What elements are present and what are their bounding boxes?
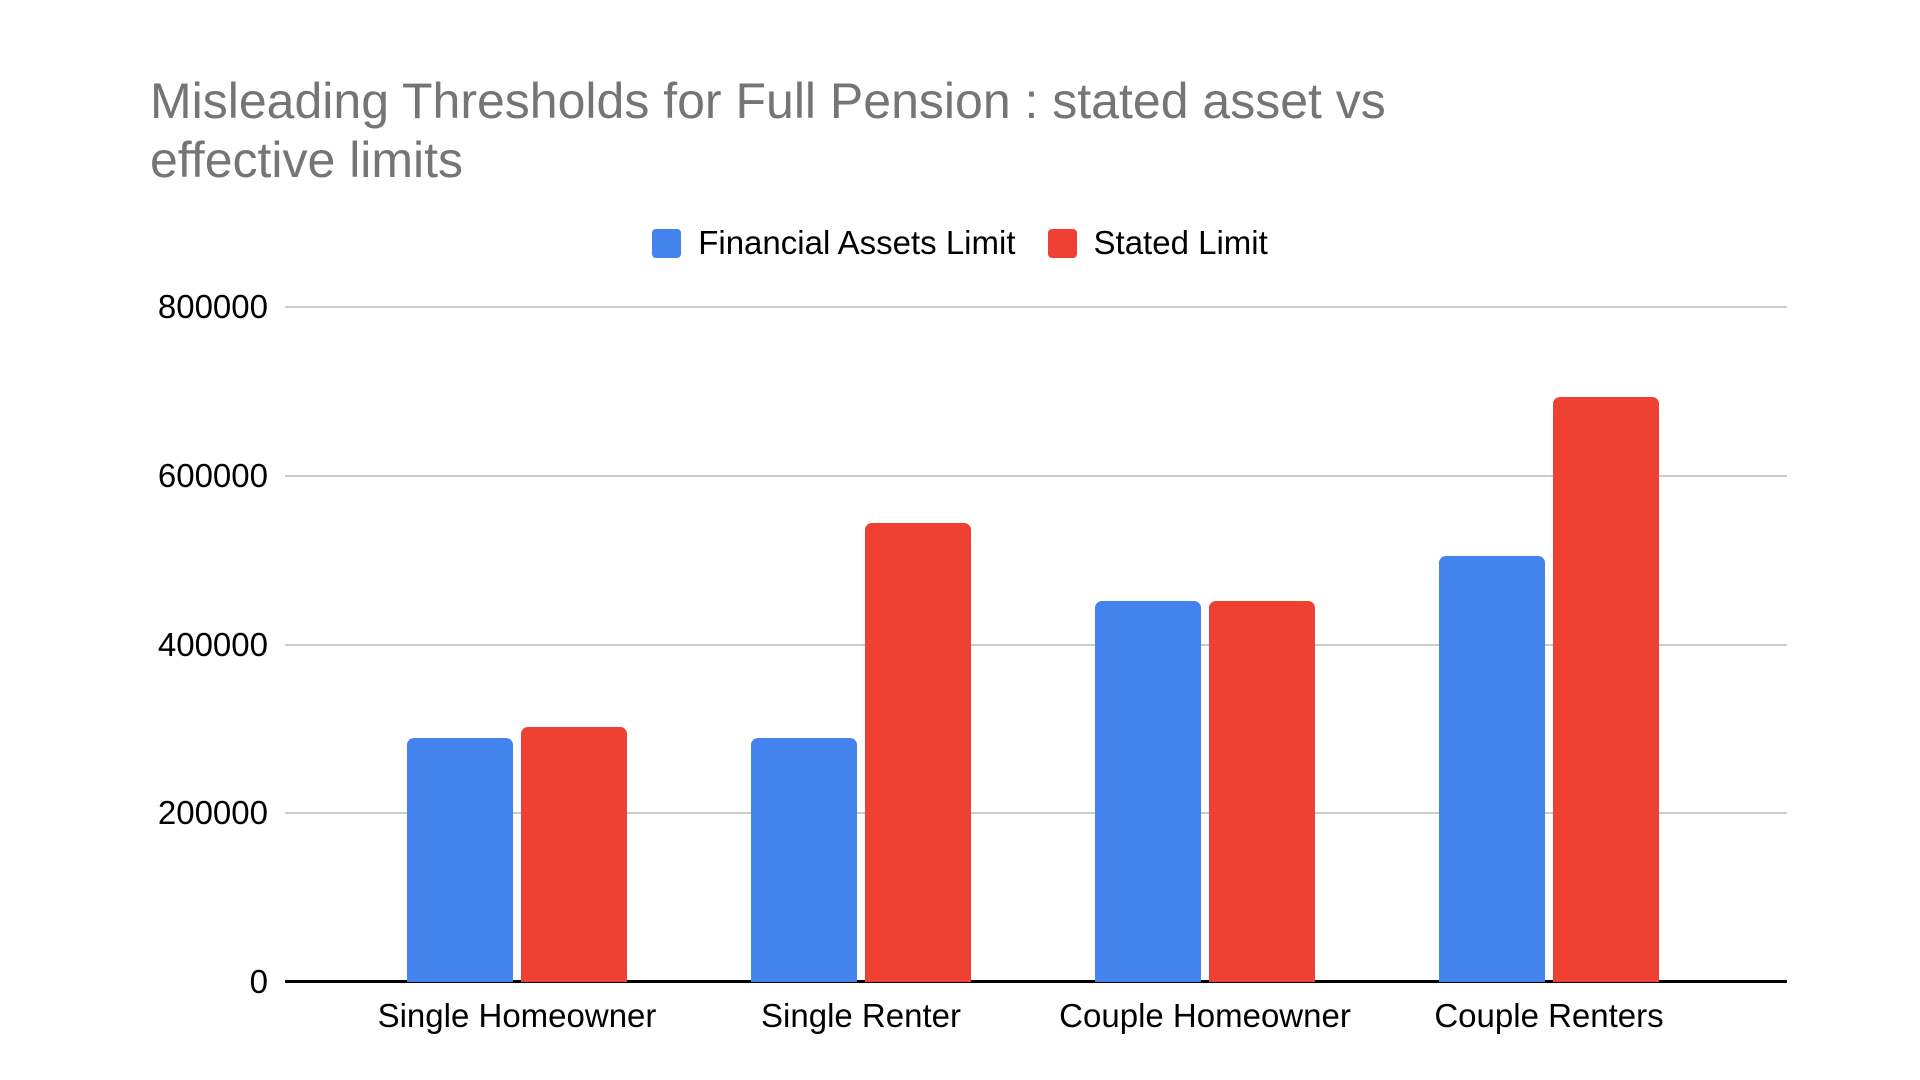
gridline-200000	[285, 812, 1787, 815]
x-tick-label-couple-homeowner: Couple Homeowner	[1059, 997, 1351, 1034]
gridline-800000	[285, 306, 1787, 308]
y-tick-label-0: 0	[249, 963, 268, 1000]
chart-title-line-1: Misleading Thresholds for Full Pension :…	[150, 73, 1386, 129]
x-tick-label-couple-renters: Couple Renters	[1434, 997, 1664, 1034]
bar-stated-limit-single-renter	[865, 523, 971, 982]
y-tick-label-600000: 600000	[157, 456, 268, 494]
bar-financial-assets-limit-couple-renters	[1439, 555, 1545, 982]
y-tick-label-200000: 200000	[157, 794, 268, 832]
bar-financial-assets-limit-single-renter	[751, 737, 857, 982]
bar-financial-assets-limit-single-homeowner	[407, 737, 513, 982]
x-tick-label-single-renter: Single Renter	[761, 997, 961, 1034]
legend-swatch-red-icon	[1047, 228, 1077, 258]
legend-item-financial-assets-limit: Financial Assets Limit	[652, 224, 1016, 262]
x-tick-label-single-homeowner: Single Homeowner	[377, 997, 657, 1034]
plot-area	[285, 306, 1787, 983]
y-tick-label-800000: 800000	[157, 288, 268, 325]
chart-title-line-2: effective limits	[150, 132, 464, 188]
bar-financial-assets-limit-couple-homeowner	[1095, 601, 1201, 982]
chart-title: Misleading Thresholds for Full Pension :…	[150, 72, 1750, 190]
legend-swatch-blue-icon	[652, 228, 682, 258]
legend-label-stated-limit: Stated Limit	[1093, 224, 1268, 261]
y-tick-label-400000: 400000	[157, 625, 268, 663]
legend: Financial Assets Limit Stated Limit	[0, 222, 1920, 264]
x-axis-line	[285, 980, 1787, 983]
legend-item-stated-limit: Stated Limit	[1047, 224, 1268, 262]
gridline-400000	[285, 643, 1787, 646]
bar-stated-limit-couple-homeowner	[1209, 601, 1315, 982]
legend-label-financial-assets-limit: Financial Assets Limit	[698, 224, 1016, 261]
gridline-600000	[285, 474, 1787, 477]
bar-stated-limit-couple-renters	[1553, 396, 1659, 982]
bar-stated-limit-single-homeowner	[521, 727, 627, 982]
